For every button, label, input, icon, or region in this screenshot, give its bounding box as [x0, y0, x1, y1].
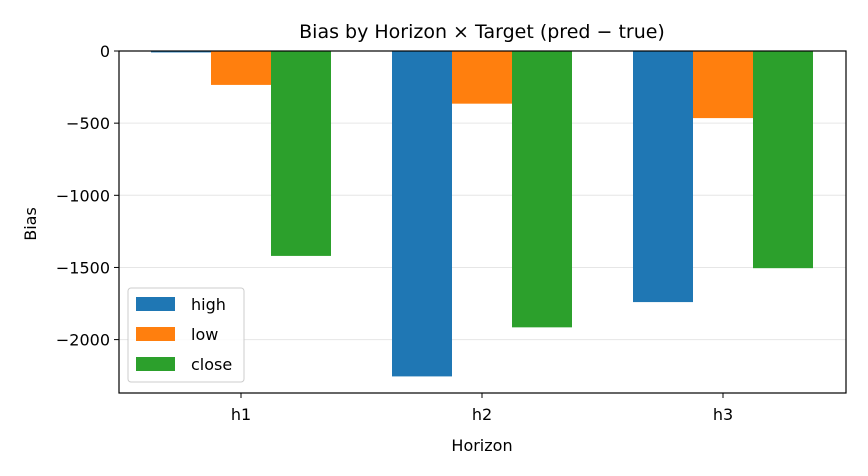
bar-high-h3 [633, 51, 693, 303]
bar-low-h2 [452, 51, 512, 104]
y-tick-label: −1000 [56, 186, 110, 205]
bar-low-h1 [211, 51, 271, 85]
x-tick-label: h3 [713, 405, 733, 424]
y-tick-label: −1500 [56, 258, 110, 277]
legend-swatch-high [136, 297, 175, 311]
bar-high-h1 [151, 51, 211, 53]
x-tick-label: h1 [231, 405, 251, 424]
legend-label-close: close [191, 355, 232, 374]
y-tick-label: −2000 [56, 331, 110, 350]
y-axis: 0 −500 −1000 −1500 −2000 [56, 42, 119, 350]
y-tick-label: −500 [66, 114, 110, 133]
bar-close-h1 [271, 51, 331, 256]
bar-high-h2 [392, 51, 452, 377]
y-tick-label: 0 [100, 42, 110, 61]
bar-low-h3 [693, 51, 753, 119]
y-axis-label: Bias [21, 207, 40, 241]
x-tick-label: h2 [472, 405, 492, 424]
bar-close-h3 [753, 51, 813, 269]
chart-title: Bias by Horizon × Target (pred − true) [299, 21, 665, 43]
x-axis: h1 h2 h3 [231, 393, 733, 424]
legend-swatch-low [136, 327, 175, 341]
legend: high low close [127, 287, 245, 383]
legend-label-high: high [191, 295, 226, 314]
legend-label-low: low [191, 325, 218, 344]
bars [151, 51, 813, 377]
legend-swatch-close [136, 357, 175, 371]
bar-close-h2 [512, 51, 572, 328]
x-axis-label: Horizon [451, 436, 512, 455]
